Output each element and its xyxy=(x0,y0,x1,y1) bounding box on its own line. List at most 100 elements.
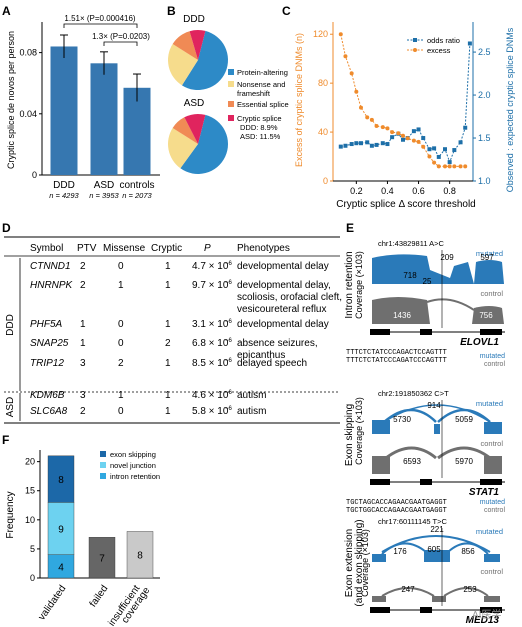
track-mutated-label: mutated xyxy=(476,399,503,408)
coverage-mutated xyxy=(484,422,502,434)
seq-control: TGCTGGCACCAGAACGAATGAGGT xyxy=(346,507,447,515)
panel-c-legend-odds: odds ratio xyxy=(427,36,460,45)
cell-ptv: 1 xyxy=(80,338,86,349)
legend-essential-splice: Essential splice xyxy=(237,100,289,109)
exon-block xyxy=(370,329,390,335)
track-label: Exon skipping xyxy=(344,404,355,466)
junction-arc xyxy=(426,298,475,311)
panel-b-pie-charts: DDD ASD Protein-altering Nonsense and fr… xyxy=(168,14,289,174)
cell-phenotype: scoliosis, orofacial cleft, xyxy=(237,292,342,303)
panel-c-xtick-label: 0.2 xyxy=(350,186,363,196)
cell-phenotype: autism xyxy=(237,406,266,417)
mutated-junction-count: 221 xyxy=(430,525,444,534)
coverage-mutated xyxy=(372,420,390,434)
junction-arc xyxy=(443,587,489,597)
panel-c-yltick-label: 40 xyxy=(318,127,328,137)
panel-c-point-odds xyxy=(432,146,437,151)
panel-c-point-excess xyxy=(396,131,401,136)
coverage-control xyxy=(372,596,386,602)
cell-cryptic: 1 xyxy=(165,406,171,417)
pie-slice-DDD-3 xyxy=(189,30,206,60)
panel-c-xlabel: Cryptic splice Δ score threshold xyxy=(336,199,476,210)
panel-c-point-excess xyxy=(359,105,363,110)
track-control-label: control xyxy=(480,289,503,298)
panel-a-ytick-label: 0.04 xyxy=(19,109,37,119)
panel-f-ytick-label: 0 xyxy=(30,573,35,583)
panel-a-n-label: n = 3953 xyxy=(89,191,119,200)
cell-symbol: HNRNPK xyxy=(30,280,74,291)
coverage-control xyxy=(484,596,500,602)
cell-cryptic: 2 xyxy=(165,338,171,349)
panel-a-bar-ASD xyxy=(90,63,118,176)
panel-c-point-excess xyxy=(385,126,390,131)
panel-c-point-excess xyxy=(432,160,437,165)
panel-c-point-odds xyxy=(390,135,395,140)
cell-p: 8.5 × 10 xyxy=(192,358,229,369)
panel-f-bar-insufficient-coverage xyxy=(126,531,154,579)
pie-slice-DDD-0 xyxy=(181,30,229,90)
control-junction-count: 756 xyxy=(479,311,493,320)
panel-a-bar-DDD xyxy=(50,46,78,176)
junction-arc xyxy=(383,404,491,423)
cell-p: 5.8 × 10 xyxy=(192,406,229,417)
gene-name: ELOVL1 xyxy=(460,337,499,348)
cell-cryptic: 1 xyxy=(165,358,171,369)
track-label: Intron retention xyxy=(344,251,355,318)
pie-title-ddd: DDD xyxy=(183,14,205,25)
legend-note-asd: ASD: 11.5% xyxy=(240,132,281,141)
panel-f-ytick-label: 15 xyxy=(25,486,35,496)
pie-slice-DDD-2 xyxy=(172,31,198,60)
panel-f-bar-label: 8 xyxy=(137,551,143,562)
cell-p: 3.1 × 10 xyxy=(192,319,229,330)
cell-p-exponent: −6 xyxy=(225,280,233,286)
panel-a-bar-chart: Cryptic splice de novos per person 0 0.04… xyxy=(6,14,160,200)
th-ptv: PTV xyxy=(77,243,97,254)
control-junction-count: 253 xyxy=(463,585,477,594)
exon-block xyxy=(480,479,502,485)
track-ylabel: Coverage (×103) xyxy=(354,397,364,465)
seq-mutated-label: mutated xyxy=(480,499,505,506)
panel-label-f: F xyxy=(2,433,9,447)
pie-slice-ASD-3 xyxy=(184,113,206,144)
panel-c-point-odds xyxy=(452,148,457,153)
cell-symbol: PHF5A xyxy=(30,319,63,330)
panel-f-bar-failed xyxy=(88,537,116,579)
cell-p-exponent: −6 xyxy=(225,319,233,325)
panel-c-yrtick-label: 2.5 xyxy=(478,47,491,57)
seq-mutated: TTTCTCTATCCCAGACTCCAGTTT xyxy=(346,349,447,357)
coverage-control xyxy=(372,297,430,324)
panel-c-point-odds xyxy=(365,140,370,145)
panel-f-ytick-label: 5 xyxy=(30,544,35,554)
cell-phenotype: developmental delay xyxy=(237,319,329,330)
panel-a-bracket-1: 1.51× (P=0.000416) xyxy=(64,14,136,23)
panel-f-ytick-label: 20 xyxy=(25,457,35,467)
seq-control-label: control xyxy=(484,361,505,368)
cell-symbol: SLC6A8 xyxy=(30,406,68,417)
legend-nonsense-line1: Nonsense and xyxy=(237,80,285,89)
cell-phenotype: epicanthus xyxy=(237,350,285,361)
seq-control-label: control xyxy=(484,507,505,514)
panel-c-line-chart: 0.2 0.4 0.6 0.8 0 40 80 120 1.0 1.5 2.0 2.5 Excess … xyxy=(294,22,515,210)
cell-p-exponent: −6 xyxy=(225,261,233,267)
panel-c-yltick-label: 80 xyxy=(318,78,328,88)
panel-a-bar-controls xyxy=(123,87,151,175)
panel-c-point-excess xyxy=(380,125,385,130)
panel-f-stack-exon-skipping xyxy=(47,455,75,503)
junction-arc xyxy=(437,446,491,460)
panel-c-point-odds xyxy=(467,41,472,46)
coverage-mutated xyxy=(434,424,440,434)
panel-c-point-excess xyxy=(405,136,410,141)
panel-a-n-label: n = 2073 xyxy=(122,191,152,200)
exon-block xyxy=(480,329,502,335)
panel-c-point-odds xyxy=(401,137,405,142)
panel-label-b: B xyxy=(167,4,176,18)
panel-label-c: C xyxy=(282,4,291,18)
exon-block xyxy=(370,607,390,613)
legend-swatch-nonsense xyxy=(228,81,234,87)
panel-c-point-excess xyxy=(365,115,370,120)
panel-c-point-excess xyxy=(452,164,457,169)
gene-name: MED13 xyxy=(466,615,500,626)
panel-f-bar-label: 7 xyxy=(99,554,105,565)
th-p: P xyxy=(204,243,211,254)
panel-f-stack-label: 4 xyxy=(58,562,64,573)
